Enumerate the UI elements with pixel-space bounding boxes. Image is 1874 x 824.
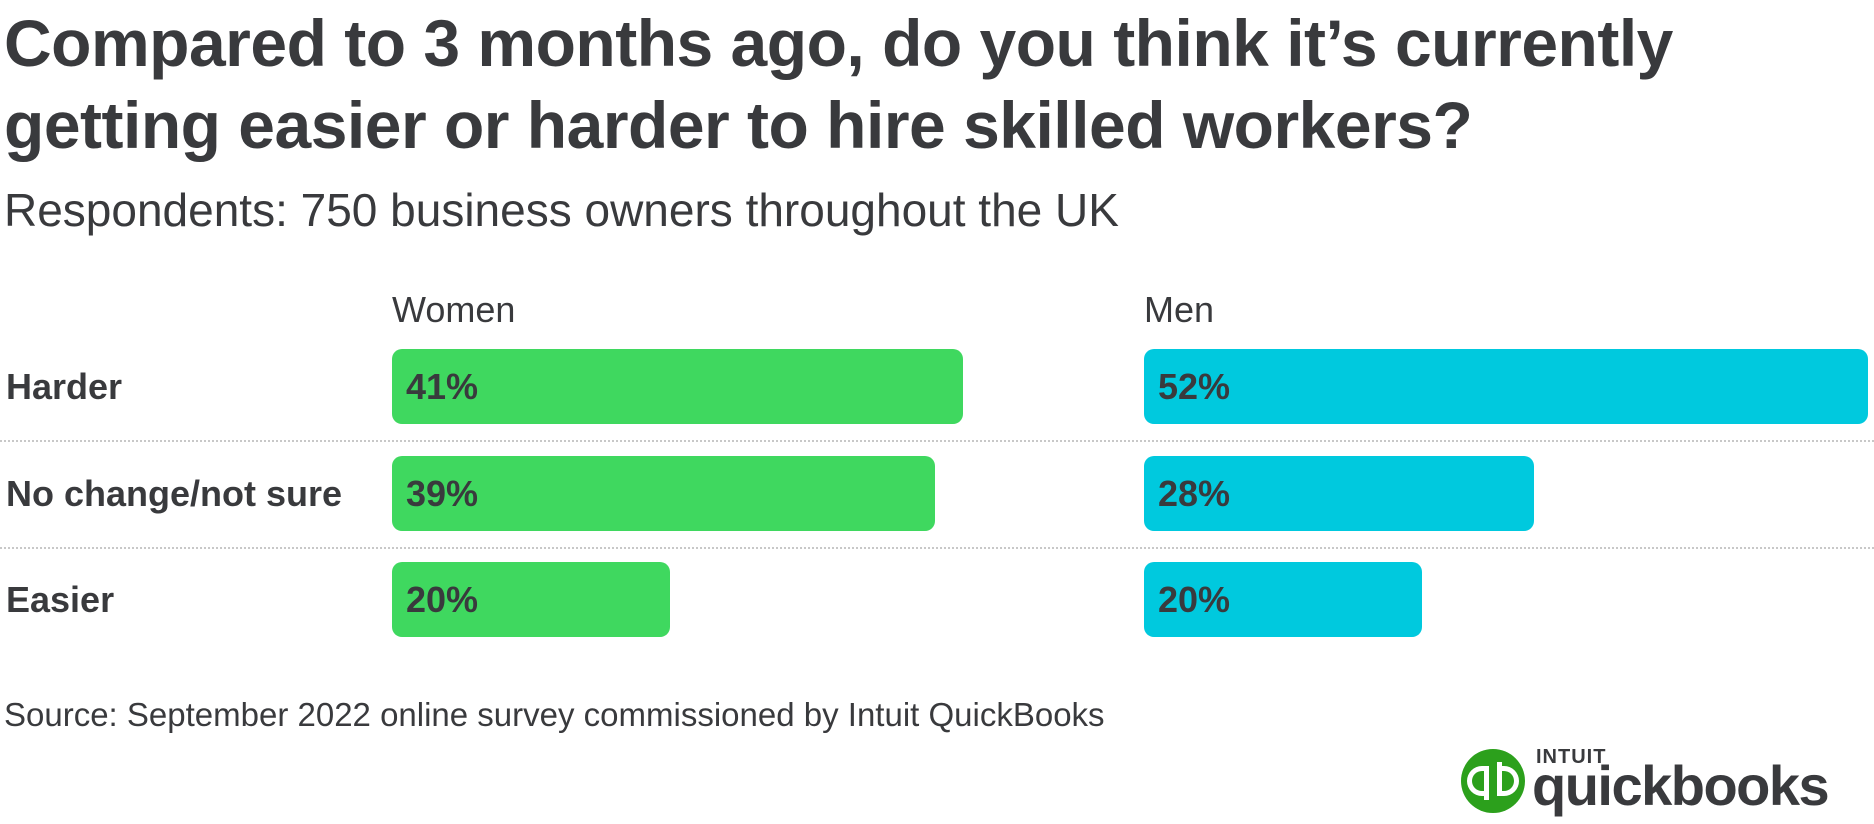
series-header-men: Men [1144, 289, 1215, 330]
bar-men: 28% [1144, 456, 1534, 531]
series-header-women: Women [392, 289, 516, 330]
quickbooks-logo-icon [1461, 749, 1525, 813]
chart-title: Compared to 3 months ago, do you think i… [4, 6, 1673, 162]
bar-value-label: 52% [1158, 366, 1231, 407]
quickbooks-logo: INTUIT quickbooks [1460, 746, 1830, 820]
bar-women: 39% [392, 456, 935, 531]
logo-brand-text: INTUIT [1536, 746, 1607, 768]
row-divider [0, 440, 1874, 442]
bar-value-label: 20% [406, 579, 479, 620]
category-label: No change/not sure [6, 472, 343, 514]
chart-subtitle: Respondents: 750 business owners through… [4, 184, 1119, 236]
bar-women: 41% [392, 349, 963, 424]
bar-value-label: 39% [406, 473, 479, 514]
row-divider [0, 547, 1874, 549]
bar-women: 20% [392, 562, 670, 637]
logo-product-text: quickbooks [1532, 754, 1830, 817]
source-note: Source: September 2022 online survey com… [4, 696, 1105, 733]
bar-men: 52% [1144, 349, 1868, 424]
bar-value-label: 28% [1158, 473, 1231, 514]
category-label: Easier [6, 578, 115, 620]
category-label: Harder [6, 365, 123, 407]
bar-value-label: 20% [1158, 579, 1231, 620]
bar-men: 20% [1144, 562, 1422, 637]
bar-value-label: 41% [406, 366, 479, 407]
